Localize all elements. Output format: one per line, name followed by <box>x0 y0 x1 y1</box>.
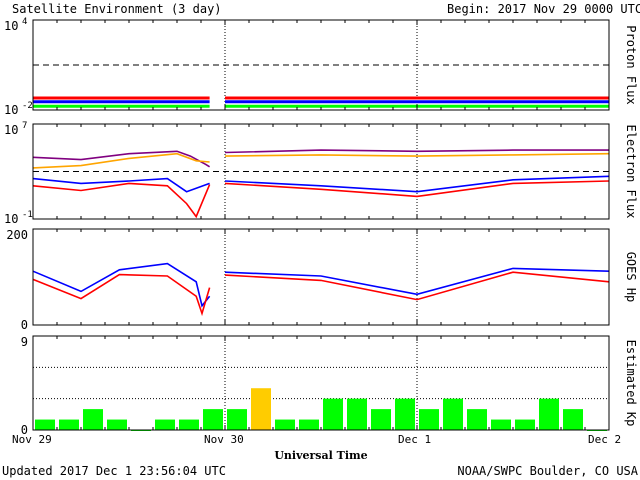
kp-bar <box>299 419 319 430</box>
electron-y-axis-label: Electron Flux <box>624 125 638 219</box>
kp-bar <box>371 409 391 430</box>
kp-bar <box>155 419 175 430</box>
x-tick-label-nov30: Nov 30 <box>204 433 244 446</box>
x-tick-label-dec1: Dec 1 <box>398 433 431 446</box>
electron-series-3-line <box>32 182 211 219</box>
electron-y-min-label: 10 <box>4 212 18 226</box>
kp-bar <box>347 398 367 430</box>
kp-bar <box>227 409 247 430</box>
electron-y-max-label: 10 <box>4 123 18 137</box>
kp-bar <box>35 419 55 430</box>
electron-series-1-line <box>32 152 210 169</box>
proton-y-max-label: 10 <box>4 19 18 33</box>
proton-y-max-exponent: 4 <box>22 17 27 27</box>
kp-y-min-label: 0 <box>21 423 28 437</box>
kp-bar <box>395 398 415 430</box>
electron-series-0-line <box>32 150 211 168</box>
electron-series-1-line <box>224 152 610 157</box>
kp-bar <box>563 409 583 430</box>
x-tick-label-dec2: Dec 2 <box>588 433 621 446</box>
updated-timestamp: Updated 2017 Dec 1 23:56:04 UTC <box>2 464 226 478</box>
electron-series-2-line <box>32 177 210 193</box>
kp-bar <box>275 419 295 430</box>
goes-y-min-label: 0 <box>21 318 28 332</box>
kp-y-max-label: 9 <box>21 335 28 349</box>
proton-y-min-exponent: -2 <box>22 101 33 111</box>
kp-bar <box>203 409 223 430</box>
kp-bar <box>59 419 79 430</box>
begin-time: Begin: 2017 Nov 29 0000 UTC <box>447 2 640 16</box>
panels: 10 4 10 -2 Proton Flux 10 7 10 -1 Electron Flux 20… <box>4 17 638 437</box>
kp-bar <box>443 398 463 430</box>
electron-y-max-exponent: 7 <box>22 121 27 131</box>
kp-bar <box>491 419 511 430</box>
proton-y-min-label: 10 <box>4 103 18 117</box>
kp-bar <box>539 398 559 430</box>
electron-series-0-line <box>224 149 609 154</box>
goes-y-axis-label: GOES Hp <box>624 252 638 303</box>
kp-bar <box>515 419 535 430</box>
kp-bar <box>419 409 439 430</box>
kp-bar <box>323 398 343 430</box>
kp-bar <box>83 409 103 430</box>
x-axis-label: Universal Time <box>274 449 367 462</box>
proton-y-axis-label: Proton Flux <box>624 25 638 104</box>
chart-title: Satellite Environment (3 day) <box>12 2 222 16</box>
electron-series-3-line <box>224 180 610 198</box>
kp-y-axis-label: Estimated Kp <box>624 340 638 427</box>
kp-bar <box>107 419 127 430</box>
electron-y-min-exponent: -1 <box>22 210 33 220</box>
electron-series-2-line <box>224 175 610 193</box>
kp-bar <box>179 419 199 430</box>
kp-bar <box>467 409 487 430</box>
x-tick-label-nov29: Nov 29 <box>12 433 52 446</box>
goes-series-1-line <box>224 271 610 301</box>
goes-series-1-line <box>32 273 211 317</box>
kp-bar <box>251 388 271 430</box>
goes-series-0-line <box>32 262 211 308</box>
goes-series-0-line <box>224 267 610 296</box>
credit-text: NOAA/SWPC Boulder, CO USA <box>457 464 638 478</box>
goes-y-max-label: 200 <box>6 228 28 242</box>
